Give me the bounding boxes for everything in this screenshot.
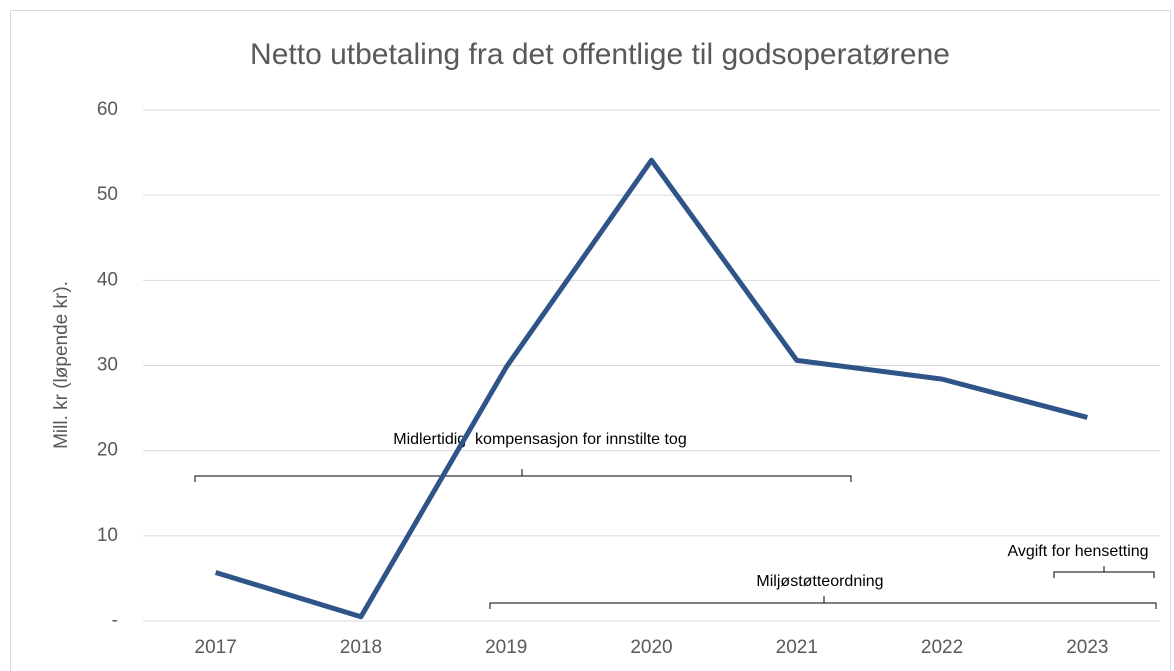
y-tick-label: - — [112, 610, 118, 631]
annotation: Avgift for hensetting — [1007, 543, 1148, 560]
x-tick-label: 2018 — [340, 637, 382, 658]
annotation: Midlertidig kompensasjon for innstilte t… — [393, 431, 686, 448]
y-tick-label: 20 — [97, 440, 118, 461]
annotation: Miljøstøtteordning — [756, 573, 883, 590]
x-tick-label: 2017 — [195, 637, 237, 658]
bracket — [194, 469, 852, 482]
y-tick-label: 10 — [97, 525, 118, 546]
x-tick-label: 2020 — [630, 637, 672, 658]
chart-title: Netto utbetaling fra det offentlige til … — [250, 38, 950, 71]
x-tick-label: 2023 — [1066, 637, 1108, 658]
y-tick-label: 60 — [97, 99, 118, 120]
y-tick-label: 50 — [97, 184, 118, 205]
x-tick-label: 2019 — [485, 637, 527, 658]
y-tick-label: 30 — [97, 355, 118, 376]
y-tick-label: 40 — [97, 269, 118, 290]
bracket — [1053, 566, 1155, 578]
bracket — [489, 596, 1157, 609]
line-series — [214, 157, 1088, 620]
chart-border — [10, 10, 1171, 671]
y-axis-label: Mill. kr (løpende kr). — [51, 281, 72, 449]
x-tick-label: 2021 — [776, 637, 818, 658]
x-tick-label: 2022 — [921, 637, 963, 658]
